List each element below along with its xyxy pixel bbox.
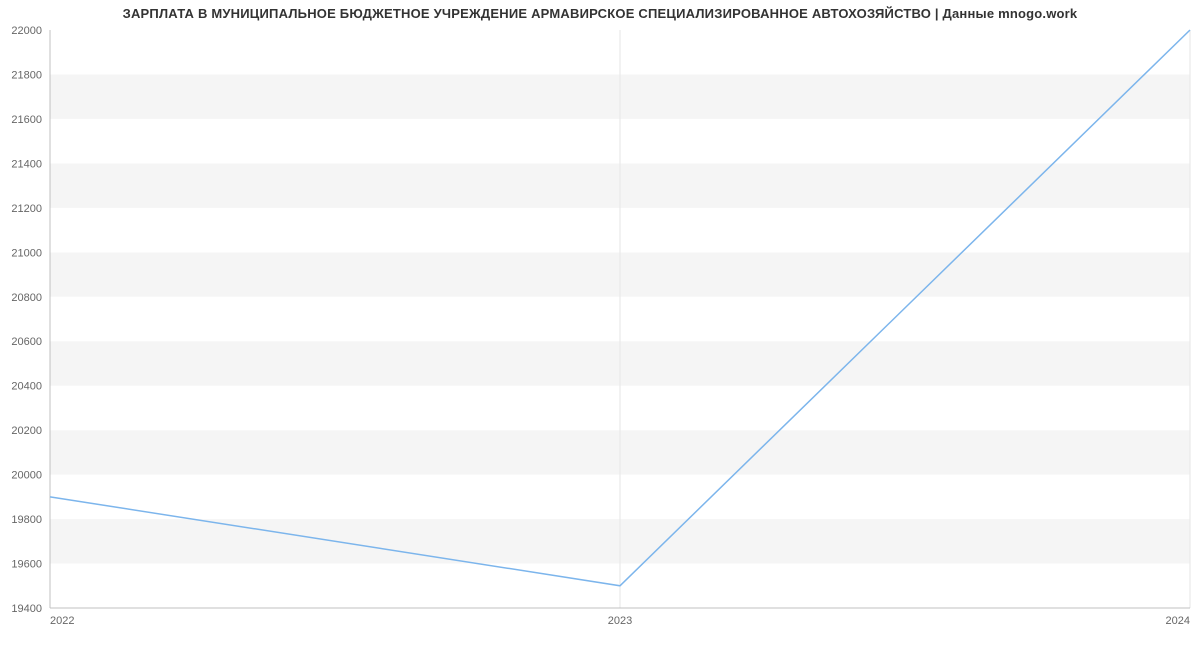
svg-text:21600: 21600 [11, 114, 42, 126]
svg-text:21000: 21000 [11, 247, 42, 259]
svg-text:21800: 21800 [11, 69, 42, 81]
chart-title: ЗАРПЛАТА В МУНИЦИПАЛЬНОЕ БЮДЖЕТНОЕ УЧРЕЖ… [0, 6, 1200, 21]
svg-text:20600: 20600 [11, 336, 42, 348]
salary-line-chart: ЗАРПЛАТА В МУНИЦИПАЛЬНОЕ БЮДЖЕТНОЕ УЧРЕЖ… [0, 0, 1200, 650]
svg-text:20000: 20000 [11, 470, 42, 482]
svg-text:21200: 21200 [11, 203, 42, 215]
svg-text:2024: 2024 [1166, 615, 1190, 627]
svg-text:20200: 20200 [11, 425, 42, 437]
svg-text:19600: 19600 [11, 559, 42, 571]
chart-svg: 19400 19600 19800 20000 20200 20400 20600 20800… [0, 0, 1200, 650]
svg-text:19400: 19400 [11, 603, 42, 615]
svg-text:21400: 21400 [11, 158, 42, 170]
svg-text:22000: 22000 [11, 25, 42, 37]
svg-text:2023: 2023 [608, 615, 632, 627]
svg-text:19800: 19800 [11, 514, 42, 526]
svg-text:2022: 2022 [50, 615, 74, 627]
svg-text:20800: 20800 [11, 292, 42, 304]
svg-text:20400: 20400 [11, 381, 42, 393]
